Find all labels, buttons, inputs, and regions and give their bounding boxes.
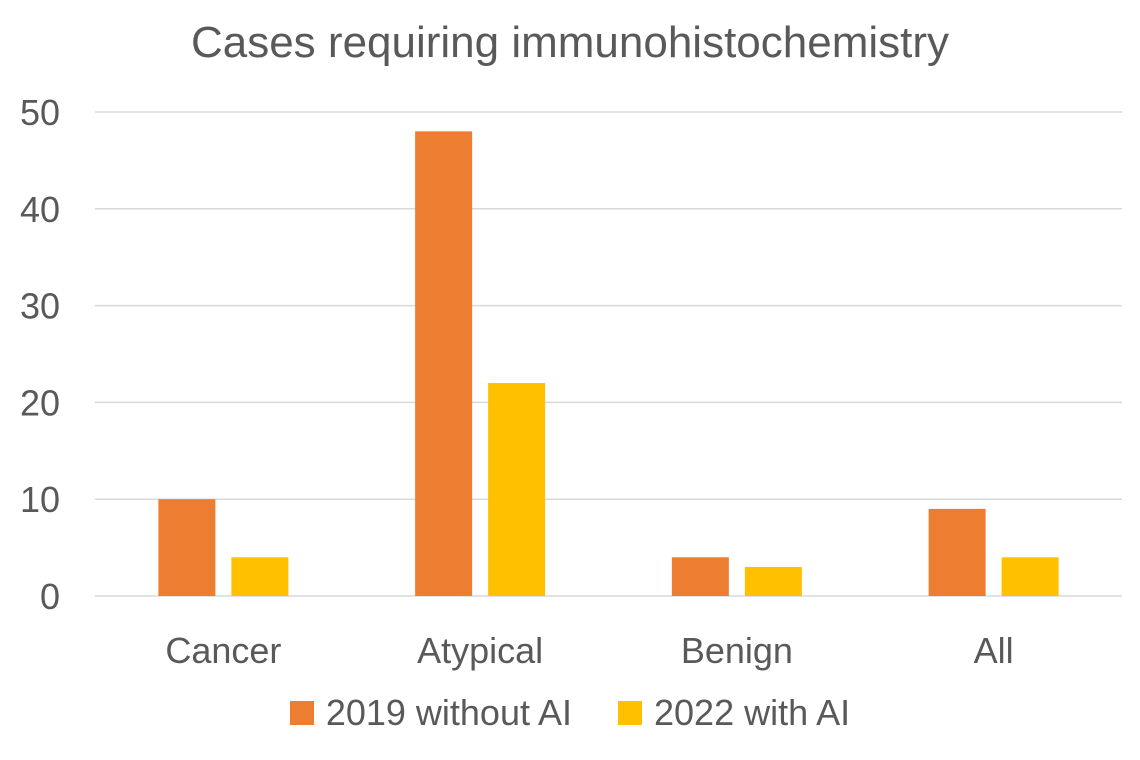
y-tick-label: 10 bbox=[20, 479, 60, 520]
bar-1-cancer bbox=[158, 499, 216, 596]
x-tick-label: Atypical bbox=[417, 630, 543, 671]
y-tick-label: 40 bbox=[20, 189, 60, 230]
legend: 2019 without AI 2022 with AI bbox=[0, 692, 1140, 734]
chart-title: Cases requiring immunohistochemistry bbox=[190, 18, 950, 67]
bar-2-all bbox=[1001, 557, 1059, 596]
legend-swatch-series-1 bbox=[289, 701, 314, 725]
legend-item-series-1: 2019 without AI bbox=[289, 692, 573, 734]
bar-1-all bbox=[928, 508, 986, 596]
y-tick-label: 30 bbox=[20, 286, 60, 327]
bar-1-benign bbox=[671, 557, 729, 596]
legend-label-series-2: 2022 with AI bbox=[654, 692, 851, 733]
legend-swatch-series-2 bbox=[618, 701, 643, 725]
x-tick-label: Benign bbox=[681, 630, 793, 671]
bar-2-benign bbox=[744, 566, 802, 596]
legend-label-series-1: 2019 without AI bbox=[325, 692, 573, 733]
bar-1-atypical bbox=[415, 131, 473, 597]
x-tick-label: Cancer bbox=[165, 630, 281, 671]
y-tick-label: 50 bbox=[20, 92, 60, 133]
y-tick-label: 20 bbox=[20, 382, 60, 423]
y-tick-label: 0 bbox=[40, 576, 60, 617]
x-tick-label: All bbox=[974, 630, 1014, 671]
legend-item-series-2: 2022 with AI bbox=[618, 692, 850, 734]
bar-2-cancer bbox=[231, 557, 289, 596]
bar-2-atypical bbox=[488, 383, 546, 596]
